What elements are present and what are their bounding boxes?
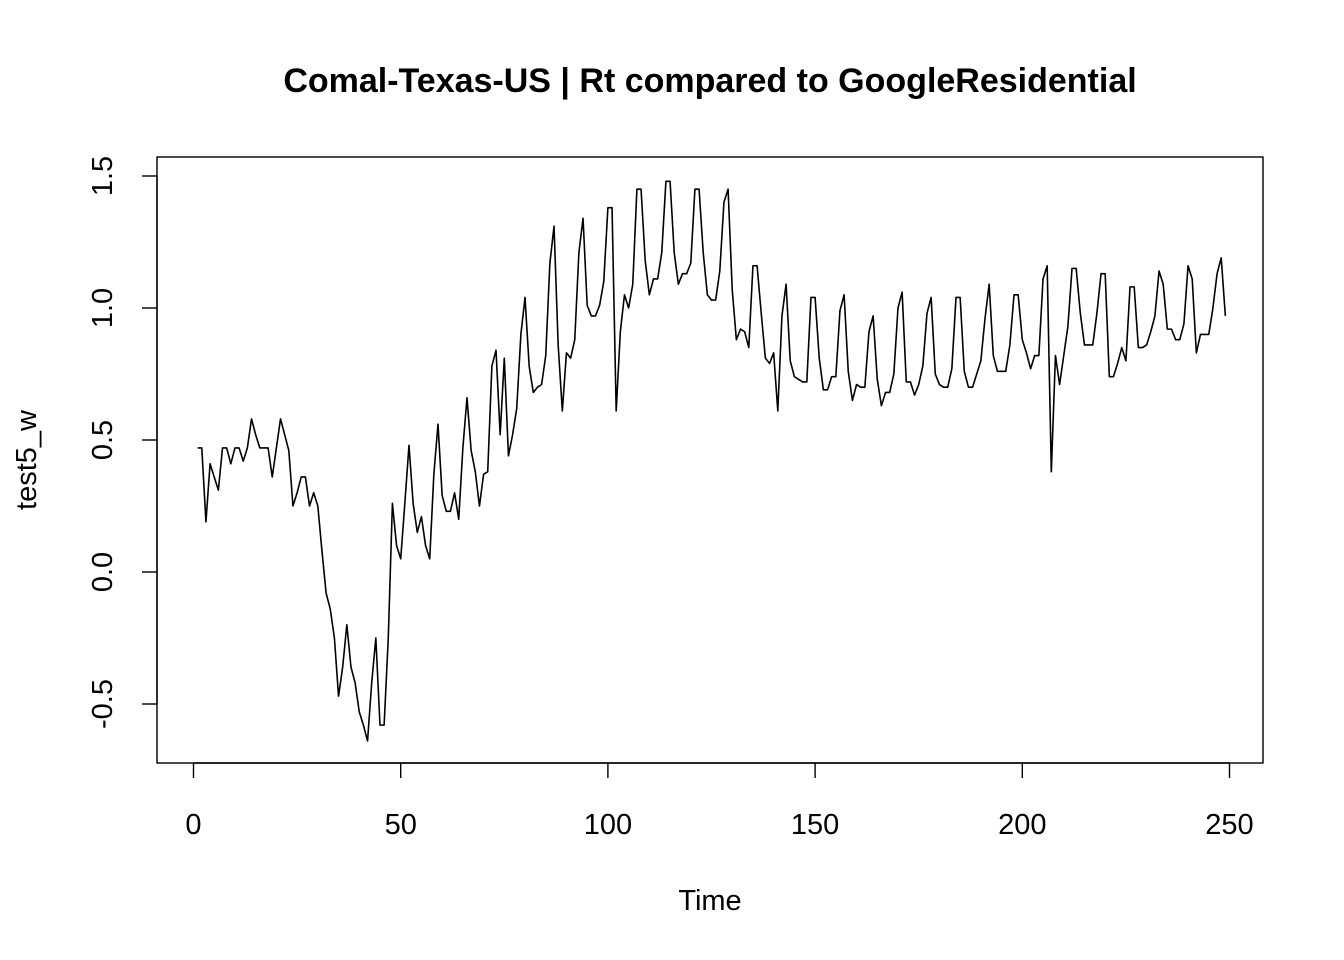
series-line [197,180,1227,742]
x-tick-label: 100 [584,809,632,841]
x-tick-label: 150 [791,809,839,841]
chart-title: Comal-Texas-US | Rt compared to GoogleRe… [283,62,1136,100]
y-axis: -0.5 0.0 0.5 1.0 1.5 [87,156,158,729]
x-tick-label: 50 [385,809,417,841]
y-tick-label: 1.5 [87,156,119,196]
y-tick-label: 0.0 [87,552,119,592]
x-tick-label: 200 [998,809,1046,841]
x-axis: 0 50 100 150 200 250 [185,762,1254,841]
x-tick-label: 0 [185,809,201,841]
y-tick-label: 0.5 [87,420,119,460]
x-tick-label: 250 [1205,809,1253,841]
x-axis-label: Time [678,885,741,917]
y-tick-label: -0.5 [87,679,119,729]
plot-frame [156,156,1264,764]
y-tick-label: 1.0 [87,288,119,328]
y-axis-label: test5_w [11,409,43,510]
